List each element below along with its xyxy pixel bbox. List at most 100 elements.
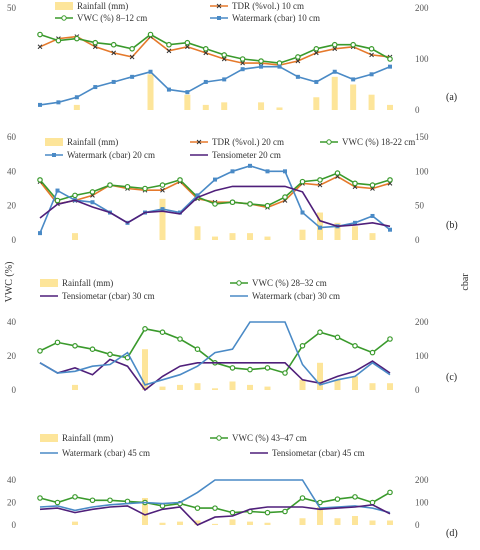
legend-marker: [216, 435, 222, 441]
data-point: [159, 329, 166, 336]
data-point: [74, 95, 79, 100]
right-tick-label: 100: [415, 54, 429, 64]
right-tick-label: 200: [415, 475, 429, 485]
series-line: [39, 503, 391, 526]
data-point: [264, 509, 271, 516]
left-tick-label: 20: [7, 498, 17, 508]
data-point: [264, 365, 271, 371]
legend-label: Rainfall (mm): [77, 1, 128, 11]
legend-marker: [217, 16, 221, 20]
right-tick-label: 200: [415, 3, 429, 13]
rainfall-bar: [177, 521, 183, 525]
rainfall-bar: [142, 498, 148, 525]
data-point: [387, 489, 393, 496]
data-point: [295, 54, 301, 60]
right-tick-label: 0: [415, 385, 420, 395]
legend-label: Tensiometar (cbar) 45 cm: [272, 448, 365, 458]
rainfall-bar: [334, 379, 341, 390]
legend-label: VWC (%) 8–12 cm: [77, 13, 147, 23]
rainfall-bar: [194, 226, 201, 240]
series-line: [39, 358, 391, 392]
left-tick-label: 0: [12, 520, 17, 530]
data-point: [111, 79, 116, 84]
right-tick-label: 100: [415, 351, 429, 361]
data-point: [54, 339, 61, 346]
rainfall-bar: [264, 522, 271, 525]
rainfall-bar: [369, 233, 376, 240]
data-point: [74, 35, 80, 42]
rainfall-bar: [247, 521, 253, 525]
data-point: [369, 182, 376, 188]
data-point: [317, 329, 323, 336]
rainfall-bar: [229, 381, 236, 390]
data-point: [107, 351, 113, 358]
rainfall-bar: [159, 386, 166, 390]
rainfall-bar: [194, 520, 201, 525]
rainfall-bar: [72, 521, 78, 525]
rainfall-bar: [299, 229, 306, 240]
y-axis-right-label: cbar: [460, 273, 471, 291]
data-point: [247, 201, 253, 207]
data-point: [229, 509, 236, 516]
data-point: [194, 346, 201, 353]
rainfall-bar: [159, 198, 166, 240]
data-point: [334, 334, 341, 341]
series-line: [39, 479, 391, 514]
data-point: [37, 31, 43, 38]
panel-label: (a): [446, 92, 457, 103]
data-point: [72, 192, 78, 199]
rainfall-bar: [264, 386, 271, 390]
data-point: [89, 497, 96, 504]
data-point: [203, 50, 209, 56]
data-point: [276, 60, 283, 66]
data-point: [72, 494, 78, 500]
data-point: [369, 349, 376, 356]
legend-swatch: [45, 138, 63, 146]
rainfall-bar: [142, 349, 148, 390]
data-point: [299, 178, 306, 185]
data-point: [350, 41, 356, 48]
data-point: [259, 64, 264, 69]
left-tick-label: 20: [7, 201, 17, 211]
data-point: [124, 183, 131, 190]
legend-marker: [196, 139, 202, 145]
data-point: [387, 177, 393, 183]
data-point: [300, 210, 305, 215]
data-point: [334, 170, 341, 176]
rainfall-bar: [229, 233, 236, 240]
legend-marker: [326, 139, 332, 145]
rainfall-bar: [212, 236, 218, 240]
data-point: [313, 50, 319, 56]
rainfall-bar: [212, 523, 218, 525]
legend-label: Rainfall (mm): [62, 433, 113, 443]
rainfall-bar: [202, 104, 209, 110]
rainfall-bar: [72, 233, 78, 240]
data-point: [283, 169, 287, 174]
data-point: [388, 64, 392, 69]
data-point: [160, 187, 165, 193]
data-point: [90, 200, 95, 205]
data-point: [313, 45, 320, 52]
legend-label: VWC (%) 43–47 cm: [232, 433, 307, 443]
data-point: [351, 77, 356, 82]
data-point: [148, 69, 153, 74]
data-point: [334, 496, 341, 502]
data-point: [248, 163, 252, 168]
left-tick-label: 60: [7, 132, 17, 142]
left-tick-label: 40: [7, 475, 17, 485]
legend-marker: [236, 280, 242, 286]
legend-marker: [61, 15, 67, 21]
rainfall-bar: [350, 84, 357, 110]
data-point: [368, 45, 375, 52]
rainfall-bar: [264, 236, 271, 240]
legend-label: Watermark (cbar) 30 cm: [252, 291, 340, 301]
data-point: [93, 85, 98, 90]
data-point: [265, 169, 270, 174]
rainfall-bar: [177, 384, 183, 390]
data-point: [299, 495, 306, 501]
data-point: [177, 336, 183, 342]
left-tick-label: 20: [7, 351, 17, 361]
legend-label: Watermark (cbar) 10 cm: [232, 13, 320, 23]
rainfall-bar: [299, 379, 306, 390]
data-point: [178, 210, 182, 215]
